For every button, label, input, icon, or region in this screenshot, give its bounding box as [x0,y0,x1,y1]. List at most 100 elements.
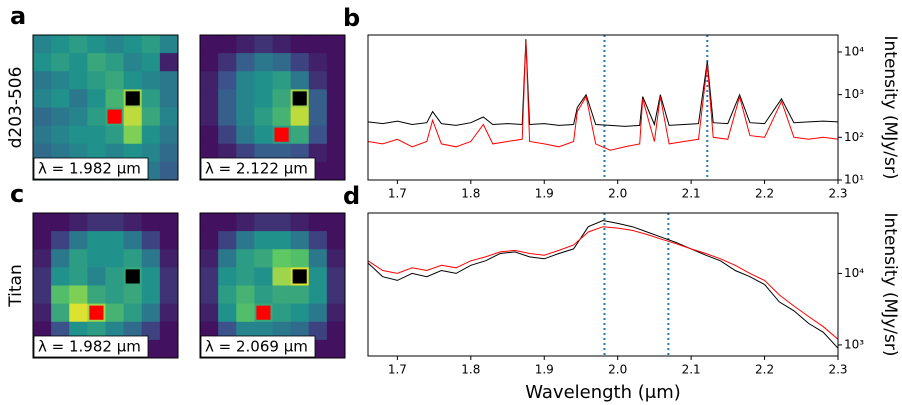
heatmap-cell [159,321,179,341]
heatmap-cell [33,231,52,250]
y-tick-label: 10⁴ [844,266,864,280]
heatmap-cell [33,249,52,268]
heatmap-cell [159,71,179,90]
heatmap-cell [159,267,179,286]
heatmap-cell [236,35,255,54]
heatmap-cell [141,285,161,305]
heatmap-cell [141,71,161,90]
heatmap-cell [87,249,106,268]
pixel-marker [274,127,289,142]
heatmap-cell [218,249,237,268]
heatmap-cell [290,231,310,250]
x-tick-label: 1.8 [461,187,480,201]
heatmap-cell [159,35,179,54]
pixel-marker [292,269,307,284]
x-tick-label: 1.8 [461,363,480,377]
heatmap-cell [272,285,292,305]
heatmap-cell [87,285,106,305]
heatmap-cell [69,53,88,72]
heatmap-cell [51,303,70,323]
y-tick-label: 10³ [844,337,864,351]
heatmap-cell [87,213,106,232]
heatmap-cell [290,71,310,90]
plot-frame [367,212,839,357]
heatmap-cell [105,71,125,90]
heatmap-cell [308,303,328,323]
heatmap-cell [69,285,88,305]
spectrum-line [367,41,839,151]
heatmap-cell [200,107,219,127]
heatmap-cell [159,107,179,127]
caption: λ = 2.122 μm [205,160,308,178]
heatmap-cell [105,285,125,305]
heatmap-cell [51,231,70,250]
pixel-marker [256,305,271,320]
heatmap-cell [87,71,106,90]
heatmap-cell [308,285,328,305]
heatmap-cell [254,285,273,305]
x-tick-label: 1.9 [535,187,554,201]
heatmap-cell [159,231,179,250]
heatmap-cell [254,231,273,250]
heatmap-cell [254,35,273,54]
heatmap-cell [123,285,143,305]
heatmap-cell [254,125,273,145]
heatmap-cell [272,71,292,90]
y-tick-label: 10⁴ [844,44,864,58]
x-axis-label: Wavelength (μm) [525,382,681,403]
heatmap-cell [105,213,125,232]
heatmap-cell [326,285,346,305]
heatmap-cell [51,53,70,72]
heatmap-cell [141,53,161,72]
heatmap-cell [51,267,70,286]
heatmap-cell [200,249,219,268]
heatmap-cell [51,71,70,90]
heatmap-cell [254,53,273,72]
heatmap-cell [69,35,88,54]
plot-frame [367,34,839,181]
heatmap-cell [326,143,346,163]
x-tick-label: 2.2 [755,187,774,201]
heatmap-cell [236,231,255,250]
heatmap-cell [326,321,346,341]
heatmap-cell [123,213,143,232]
heatmap-cell [290,53,310,72]
heatmap-cell [69,213,88,232]
heatmap-cell [290,213,310,232]
heatmap-cell [326,339,346,359]
heatmap-cell [272,249,292,268]
heatmap-cell [272,303,292,323]
heatmap-cell [51,285,70,305]
heatmap-cell [254,71,273,90]
heatmap-cell [236,89,255,108]
heatmap-cell [326,125,346,145]
heatmap-cell [33,89,52,108]
heatmap-cell [254,249,273,268]
heatmap-cell [272,53,292,72]
heatmap-cell [159,285,179,305]
heatmap-cell [326,213,346,232]
x-tick-label: 2.2 [755,363,774,377]
heatmap-cell [290,303,310,323]
heatmap-cell [326,161,346,181]
panel-label: d [343,182,360,210]
heatmap-cell [326,231,346,250]
caption-box [33,335,149,358]
heatmap-cell [326,89,346,108]
heatmap-cell [290,249,310,268]
heatmap-cell [272,89,292,108]
image-frame [199,212,346,359]
image-frame [32,212,179,359]
heatmap-cell [69,267,88,286]
heatmap-cell [69,71,88,90]
heatmap-cell [159,89,179,108]
heatmap-cell [236,285,255,305]
heatmap-cell [87,89,106,108]
y-tick-label: 10¹ [844,173,864,187]
heatmap-cell [87,53,106,72]
y-tick-label: 10³ [844,87,864,101]
heatmap-cell [236,249,255,268]
heatmap-cell [218,267,237,286]
